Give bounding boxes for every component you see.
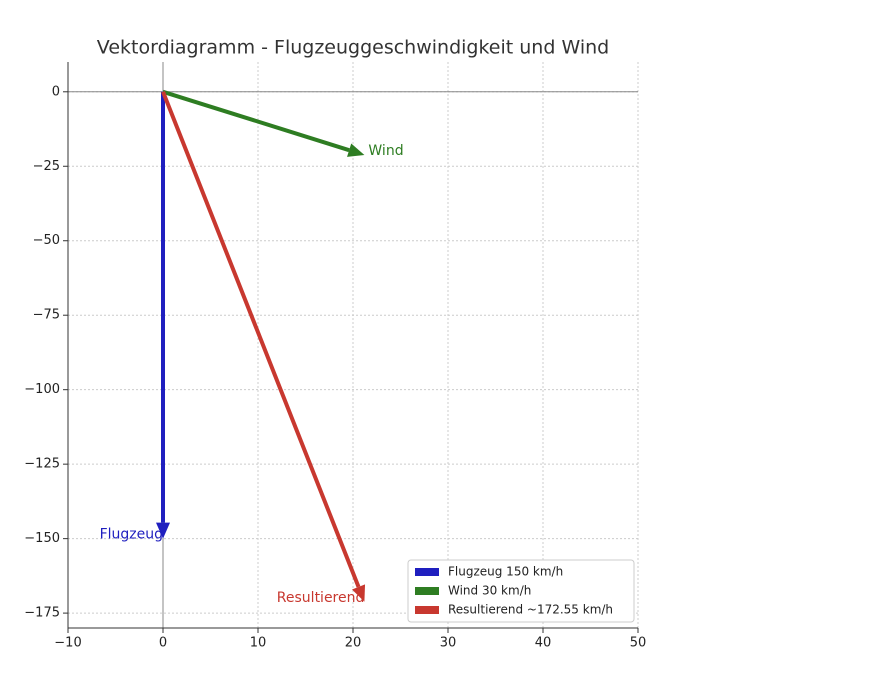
y-tick-label: −100 [24, 382, 60, 397]
legend-label: Wind 30 km/h [448, 584, 531, 598]
chart-title: Vektordiagramm - Flugzeuggeschwindigkeit… [97, 37, 609, 59]
vector-shaft [161, 91, 361, 588]
x-tick-label: −10 [54, 636, 81, 651]
legend: Flugzeug 150 km/h Wind 30 km/h Resultieren… [407, 559, 635, 623]
x-tick-label: 50 [630, 636, 647, 651]
vector-head [156, 522, 170, 539]
vector-label: Wind [368, 143, 403, 159]
y-tick-label: −175 [24, 606, 60, 621]
vector-shaft [162, 89, 350, 153]
x-tick-label: 30 [440, 636, 457, 651]
vector-head [347, 143, 365, 157]
x-tick-label: 20 [345, 636, 362, 651]
x-tick-label: 40 [535, 636, 552, 651]
y-tick-label: −125 [24, 457, 60, 472]
x-tick-label: 0 [159, 636, 167, 651]
y-tick-label: −150 [24, 531, 60, 546]
vector-label: Flugzeug [100, 527, 163, 543]
legend-label: Resultierend ~172.55 km/h [448, 603, 613, 617]
y-tick-label: −75 [33, 308, 60, 323]
vector-label: Resultierend [277, 590, 365, 606]
vector-head [352, 584, 366, 602]
x-tick-label: 10 [250, 636, 267, 651]
y-tick-label: −25 [33, 159, 60, 174]
legend-label: Flugzeug 150 km/h [448, 565, 563, 579]
legend-box [407, 559, 635, 623]
legend-swatch [415, 606, 439, 614]
y-tick-label: 0 [52, 84, 60, 99]
y-tick-label: −50 [33, 233, 60, 248]
legend-swatch [415, 568, 439, 576]
legend-swatch [415, 587, 439, 595]
